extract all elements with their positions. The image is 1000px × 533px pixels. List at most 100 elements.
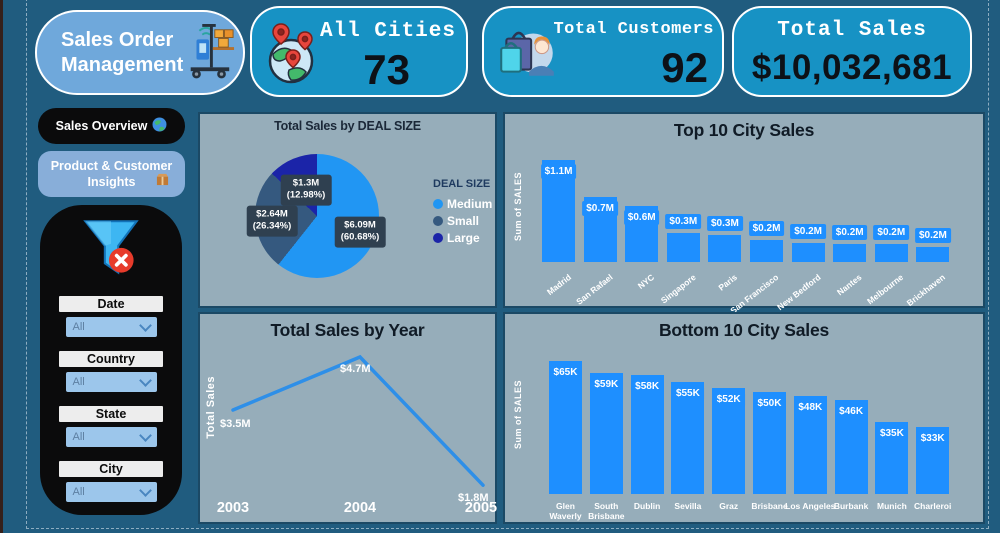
- category-label: Brickhaven: [904, 272, 948, 309]
- pie-legend: DEAL SIZE Medium Small Large: [433, 178, 492, 246]
- sales-by-year-line[interactable]: [200, 314, 495, 522]
- chart-title: Top 10 City Sales: [673, 120, 815, 140]
- category-label: Nantes: [835, 272, 864, 298]
- category-label: San Rafael: [573, 272, 615, 307]
- bar-value-label: $46K: [835, 403, 868, 419]
- clear-filter-icon[interactable]: [40, 205, 182, 294]
- category-label: Munich: [877, 501, 907, 511]
- package-icon: [156, 173, 169, 190]
- app-title: Sales Order Management: [37, 28, 183, 78]
- bar-paris[interactable]: [708, 235, 742, 262]
- bar-melbourne[interactable]: [874, 243, 908, 262]
- bar-value-label: $1.1M: [540, 164, 577, 179]
- bar-south-brisbane[interactable]: [589, 373, 623, 494]
- bar-value-label: $58K: [631, 379, 664, 395]
- bar-nantes[interactable]: [833, 243, 867, 262]
- point-data-label: $1.8M: [458, 492, 489, 504]
- country-slicer: Country All: [40, 351, 182, 392]
- category-label: Melbourne: [865, 272, 906, 307]
- legend-label: Small: [447, 213, 480, 228]
- bottom10-chart-panel: Bottom 10 City Sales Sum of SALES $65K Gl…: [503, 312, 985, 524]
- country-filter-dropdown[interactable]: All: [65, 372, 157, 392]
- bar-value-label: $0.3M: [706, 216, 743, 232]
- category-label: New Bedford: [774, 272, 823, 313]
- pie-chart-panel: Total Sales by DEAL SIZE $6.09M (60.68%) $…: [198, 112, 497, 308]
- screen-edge-strip: [0, 0, 3, 533]
- bar-brickhaven[interactable]: [916, 247, 950, 262]
- legend-item-medium[interactable]: Medium: [433, 195, 492, 212]
- category-label: Graz: [719, 501, 739, 511]
- bar-value-label: $33K: [916, 430, 949, 446]
- state-slicer-header: State: [59, 406, 163, 422]
- legend-dot: [433, 198, 443, 209]
- city-filter-dropdown[interactable]: All: [65, 482, 157, 502]
- customer-icon: [494, 20, 560, 89]
- kpi-card-total-customers: Total Customers 92: [482, 6, 724, 97]
- chevron-down-icon: [138, 428, 152, 442]
- point-data-label: $4.7M: [340, 363, 371, 375]
- bar-san-francisco[interactable]: [750, 239, 783, 262]
- app-title-line2: Management: [61, 53, 184, 76]
- hand-truck-icon: [183, 21, 235, 84]
- category-label: South Brisbane: [588, 501, 625, 522]
- globe-icon: [152, 117, 167, 135]
- category-label: Burbank: [833, 501, 869, 511]
- category-label: NYC: [635, 272, 656, 291]
- state-slicer: State All: [40, 406, 182, 447]
- nav-sales-overview[interactable]: Sales Overview: [38, 108, 185, 144]
- category-label: Paris: [716, 272, 740, 293]
- bar-dublin[interactable]: [630, 375, 664, 494]
- legend-item-small[interactable]: Small: [433, 212, 492, 229]
- pie-data-label: $2.64M (26.34%): [246, 205, 298, 237]
- dropdown-value: All: [72, 321, 85, 333]
- bar-new-bedford[interactable]: [791, 242, 825, 262]
- bar-value-label: $0.2M: [748, 220, 785, 236]
- bar-value-label: $0.2M: [873, 224, 910, 240]
- date-filter-dropdown[interactable]: All: [65, 317, 157, 337]
- x-axis-label: 2005: [464, 500, 498, 516]
- city-slicer-header: City: [59, 461, 163, 477]
- chevron-down-icon: [138, 373, 152, 387]
- kpi-label: Total Customers: [553, 20, 714, 39]
- nav-product-customer-insights[interactable]: Product & Customer Insights: [38, 151, 185, 197]
- bar-value-label: $48K: [794, 399, 827, 415]
- state-filter-dropdown[interactable]: All: [65, 427, 157, 447]
- legend-dot: [433, 215, 443, 226]
- point-data-label: $3.5M: [220, 418, 251, 430]
- chevron-down-icon: [138, 318, 152, 332]
- bar-value-label: $0.7M: [582, 201, 618, 217]
- chart-title: Total Sales by Year: [270, 320, 425, 340]
- pie-data-label: $1.3M (12.98%): [280, 174, 332, 206]
- nav-label: Sales Overview: [55, 119, 148, 133]
- category-label: Dublin: [633, 501, 661, 511]
- bar-value-label: $0.3M: [665, 214, 702, 230]
- chevron-down-icon: [138, 483, 152, 497]
- legend-label: Large: [447, 230, 480, 245]
- chart-title: Bottom 10 City Sales: [658, 320, 830, 340]
- bar-glen-waverly[interactable]: [549, 361, 582, 494]
- kpi-label: Total Sales: [777, 19, 927, 42]
- bar-value-label: $0.6M: [623, 210, 660, 226]
- dropdown-value: All: [72, 431, 85, 443]
- category-label: Sevilla: [674, 501, 702, 511]
- bar-value-label: $0.2M: [790, 223, 826, 239]
- dropdown-value: All: [72, 376, 85, 388]
- bar-value-label: $35K: [875, 426, 908, 442]
- pie-data-label: $6.09M (60.68%): [334, 216, 386, 248]
- bar-singapore[interactable]: [666, 233, 700, 262]
- category-label: Singapore: [658, 272, 698, 306]
- top10-chart-panel: Top 10 City Sales Sum of SALES $1.1M Madr…: [503, 112, 985, 316]
- bar-value-label: $52K: [712, 391, 745, 407]
- bar-value-label: $0.2M: [914, 228, 951, 244]
- category-label: Glen Waverly: [549, 501, 582, 522]
- bar-value-label: $65K: [549, 365, 582, 380]
- legend-item-large[interactable]: Large: [433, 229, 492, 246]
- chart-title: Total Sales by DEAL SIZE: [274, 119, 421, 133]
- kpi-label: All Cities: [319, 20, 456, 43]
- bar-value-label: $0.2M: [831, 224, 868, 240]
- kpi-card-total-sales: Total Sales $10,032,681: [732, 6, 972, 97]
- dropdown-value: All: [72, 486, 85, 498]
- legend-label: Medium: [447, 196, 493, 211]
- legend-title: DEAL SIZE: [433, 178, 491, 190]
- bar-value-label: $59K: [590, 377, 623, 393]
